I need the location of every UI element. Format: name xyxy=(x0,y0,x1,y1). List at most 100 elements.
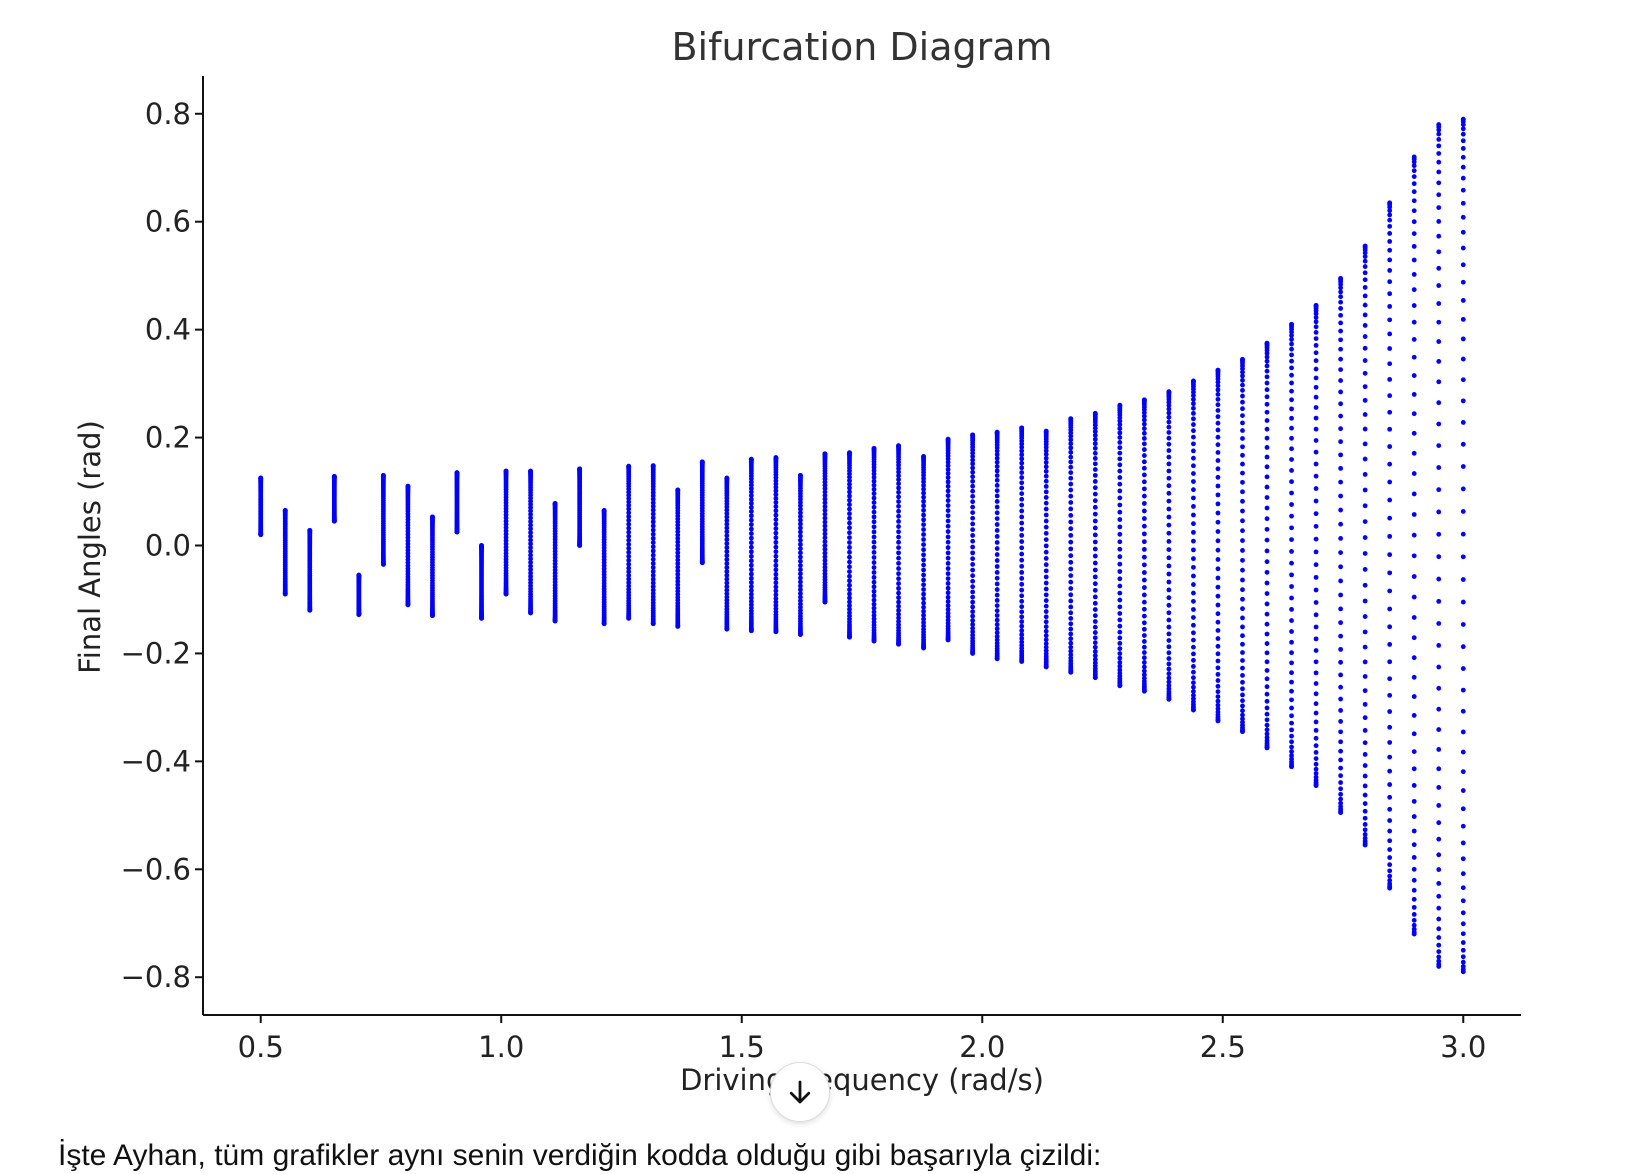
data-point xyxy=(1387,794,1393,800)
data-point xyxy=(970,578,976,584)
data-point xyxy=(945,545,951,550)
point-column xyxy=(1460,116,1466,975)
data-point xyxy=(626,580,632,586)
data-point xyxy=(1362,815,1368,821)
data-point xyxy=(1068,526,1074,532)
data-point xyxy=(1141,441,1147,447)
data-point xyxy=(1313,612,1319,618)
data-point xyxy=(748,584,754,589)
data-point xyxy=(1338,659,1344,665)
point-column xyxy=(1411,154,1417,937)
data-point xyxy=(748,526,754,532)
data-point xyxy=(1240,658,1245,663)
data-point xyxy=(1240,479,1245,485)
data-point xyxy=(822,496,828,502)
data-point xyxy=(1264,374,1270,380)
data-point xyxy=(1436,159,1442,165)
data-point xyxy=(1436,122,1442,127)
data-point xyxy=(1411,911,1417,917)
data-point xyxy=(994,516,1000,521)
data-point xyxy=(1092,436,1098,442)
data-point xyxy=(1289,372,1294,378)
data-point xyxy=(1191,657,1196,663)
data-point xyxy=(1289,744,1294,750)
data-point xyxy=(1411,181,1417,187)
data-point xyxy=(1460,377,1466,383)
data-point xyxy=(1338,672,1344,678)
point-column xyxy=(405,483,411,608)
data-point xyxy=(970,617,976,623)
data-point xyxy=(1068,610,1074,616)
data-point xyxy=(1460,921,1466,927)
data-point xyxy=(1460,885,1466,891)
data-point xyxy=(1460,687,1466,693)
data-point xyxy=(1191,393,1196,399)
data-point xyxy=(1043,628,1049,634)
data-point xyxy=(650,548,656,554)
data-point xyxy=(896,529,901,535)
data-point xyxy=(650,573,656,578)
data-point xyxy=(1362,715,1368,721)
data-point xyxy=(1215,529,1221,534)
data-point xyxy=(1460,910,1466,916)
data-point xyxy=(1191,564,1196,570)
data-point xyxy=(945,571,951,577)
data-point xyxy=(1215,698,1221,704)
data-point xyxy=(1436,421,1442,427)
data-point xyxy=(1043,580,1049,586)
data-point xyxy=(1117,660,1123,665)
data-point xyxy=(798,583,803,589)
data-point xyxy=(847,525,852,531)
point-column xyxy=(1019,425,1025,664)
data-point xyxy=(1092,594,1098,600)
data-point xyxy=(773,500,779,505)
data-point xyxy=(970,625,976,631)
data-point xyxy=(921,454,926,459)
data-point xyxy=(1436,942,1442,948)
data-point xyxy=(822,564,828,570)
data-point xyxy=(945,539,951,545)
data-point xyxy=(1141,417,1147,423)
scroll-down-button[interactable] xyxy=(770,1062,830,1122)
data-point xyxy=(773,512,779,518)
data-point xyxy=(1313,549,1319,555)
data-point xyxy=(1362,370,1368,376)
data-point xyxy=(1362,827,1368,833)
data-point xyxy=(1141,486,1147,492)
data-point xyxy=(1191,471,1196,476)
data-point xyxy=(1436,265,1442,271)
data-point xyxy=(1240,518,1245,524)
data-point xyxy=(1362,598,1368,604)
data-point xyxy=(528,519,533,524)
data-point xyxy=(1338,708,1344,713)
data-point xyxy=(1117,495,1123,501)
data-point xyxy=(1068,475,1074,481)
data-point xyxy=(847,502,852,508)
data-point xyxy=(822,546,828,552)
data-point xyxy=(1019,623,1025,629)
data-point xyxy=(1092,619,1098,624)
point-column xyxy=(1043,428,1049,670)
data-point xyxy=(1313,342,1319,348)
data-point xyxy=(748,531,754,536)
data-point xyxy=(1117,640,1123,646)
data-point xyxy=(1240,461,1245,467)
data-point xyxy=(1092,445,1098,451)
data-point xyxy=(1043,543,1049,549)
data-point xyxy=(1313,659,1319,665)
data-point xyxy=(1019,557,1025,563)
data-point xyxy=(1289,513,1294,519)
data-point xyxy=(1141,639,1147,644)
data-point xyxy=(1166,461,1172,467)
data-point xyxy=(1411,392,1417,397)
data-point xyxy=(847,450,852,456)
data-point xyxy=(1387,692,1393,698)
data-point xyxy=(871,601,877,607)
point-column xyxy=(1387,200,1393,891)
data-point xyxy=(1338,479,1344,485)
data-point xyxy=(1460,959,1466,965)
data-point xyxy=(1043,518,1049,524)
data-point xyxy=(1191,495,1196,501)
data-point xyxy=(1019,576,1025,581)
x-tick-label: 0.5 xyxy=(238,1030,284,1064)
